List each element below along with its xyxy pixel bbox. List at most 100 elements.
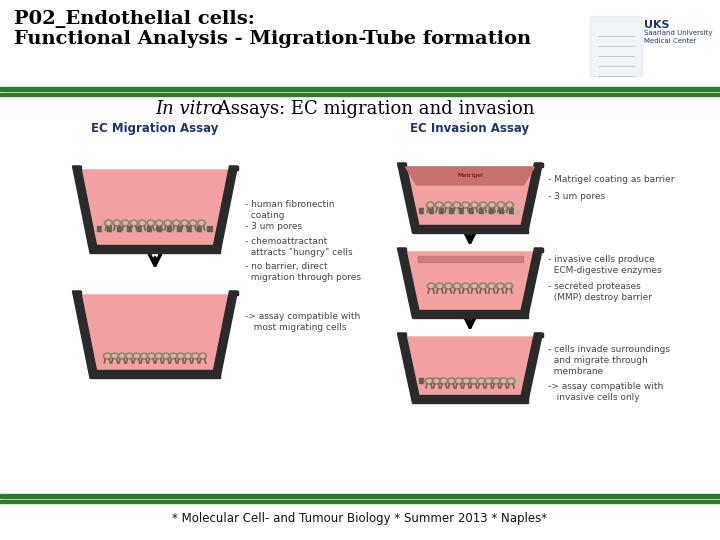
Bar [177, 226, 182, 231]
Ellipse shape [488, 202, 496, 208]
Bar [207, 226, 212, 231]
Polygon shape [81, 170, 230, 245]
Ellipse shape [174, 221, 178, 225]
Ellipse shape [436, 283, 444, 289]
Text: - secreted proteases
  (MMP) destroy barrier: - secreted proteases (MMP) destroy barri… [548, 282, 652, 302]
Ellipse shape [427, 283, 435, 289]
Ellipse shape [199, 221, 204, 225]
Bar [438, 208, 444, 213]
Bar [0, 500, 720, 503]
Ellipse shape [138, 220, 146, 226]
Bar [137, 226, 142, 231]
Bar [444, 378, 449, 383]
Ellipse shape [444, 202, 452, 208]
Ellipse shape [499, 204, 503, 206]
Polygon shape [212, 166, 238, 253]
Ellipse shape [453, 202, 461, 208]
Bar [433, 208, 438, 213]
Bar [474, 378, 479, 383]
Bar [508, 208, 513, 213]
Ellipse shape [447, 378, 455, 384]
Ellipse shape [444, 283, 452, 289]
Ellipse shape [437, 204, 441, 206]
Polygon shape [397, 248, 420, 318]
Ellipse shape [155, 353, 163, 359]
Bar [162, 226, 167, 231]
Ellipse shape [470, 283, 478, 289]
Bar [230, 166, 238, 170]
Text: -> assay compatible with
   most migrating cells: -> assay compatible with most migrating … [245, 312, 360, 332]
Text: Functional Analysis - Migration-Tube formation: Functional Analysis - Migration-Tube for… [14, 30, 531, 48]
Ellipse shape [481, 204, 485, 206]
Text: - cells invade surroundings
  and migrate through
  membrane: - cells invade surroundings and migrate … [548, 345, 670, 376]
Bar [449, 208, 454, 213]
Ellipse shape [446, 285, 451, 287]
Bar [117, 226, 122, 231]
Bar [112, 226, 117, 231]
Bar [493, 378, 498, 383]
Bar [428, 378, 433, 383]
Ellipse shape [480, 380, 483, 382]
Ellipse shape [140, 221, 144, 225]
Bar [397, 248, 405, 252]
Ellipse shape [156, 220, 163, 226]
Bar [152, 226, 157, 231]
Ellipse shape [477, 378, 485, 384]
Bar [102, 226, 107, 231]
Ellipse shape [472, 204, 477, 206]
Text: - invasive cells produce
  ECM-digestive enzymes: - invasive cells produce ECM-digestive e… [548, 255, 662, 275]
Bar [534, 333, 542, 337]
Ellipse shape [112, 354, 117, 357]
Ellipse shape [455, 378, 463, 384]
Bar [0, 93, 720, 96]
Bar [122, 226, 127, 231]
Bar [454, 208, 459, 213]
Bar [438, 378, 444, 383]
Text: - 3 um pores: - 3 um pores [548, 192, 605, 201]
Bar [513, 208, 518, 213]
Ellipse shape [462, 202, 469, 208]
Ellipse shape [505, 283, 513, 289]
Text: -> assay compatible with
   invasive cells only: -> assay compatible with invasive cells … [548, 382, 663, 402]
Bar [423, 208, 428, 213]
Bar [469, 208, 474, 213]
Ellipse shape [433, 378, 441, 384]
Text: UKS: UKS [644, 20, 670, 30]
Ellipse shape [507, 378, 515, 384]
Polygon shape [73, 166, 98, 253]
Ellipse shape [166, 221, 170, 225]
Ellipse shape [169, 353, 177, 359]
Polygon shape [413, 310, 528, 318]
Ellipse shape [487, 283, 495, 289]
Bar [202, 226, 207, 231]
Ellipse shape [456, 380, 461, 382]
Polygon shape [405, 167, 534, 185]
Ellipse shape [472, 285, 477, 287]
Ellipse shape [472, 380, 476, 382]
Ellipse shape [184, 353, 192, 359]
Ellipse shape [176, 353, 184, 359]
Ellipse shape [505, 202, 513, 208]
Ellipse shape [453, 283, 461, 289]
Bar [513, 378, 518, 383]
Ellipse shape [508, 204, 512, 206]
Bar [459, 378, 464, 383]
Ellipse shape [464, 285, 468, 287]
Ellipse shape [480, 202, 487, 208]
Text: EC Migration Assay: EC Migration Assay [91, 122, 219, 135]
Ellipse shape [163, 220, 171, 226]
Bar [127, 226, 132, 231]
Ellipse shape [497, 202, 505, 208]
Polygon shape [520, 163, 542, 233]
Polygon shape [405, 252, 534, 310]
Ellipse shape [148, 353, 156, 359]
Ellipse shape [464, 204, 467, 206]
Ellipse shape [197, 220, 205, 226]
Ellipse shape [164, 354, 168, 357]
Ellipse shape [507, 285, 511, 287]
Bar [474, 208, 479, 213]
Ellipse shape [462, 283, 469, 289]
Ellipse shape [481, 285, 485, 287]
Ellipse shape [147, 220, 155, 226]
Ellipse shape [455, 204, 459, 206]
